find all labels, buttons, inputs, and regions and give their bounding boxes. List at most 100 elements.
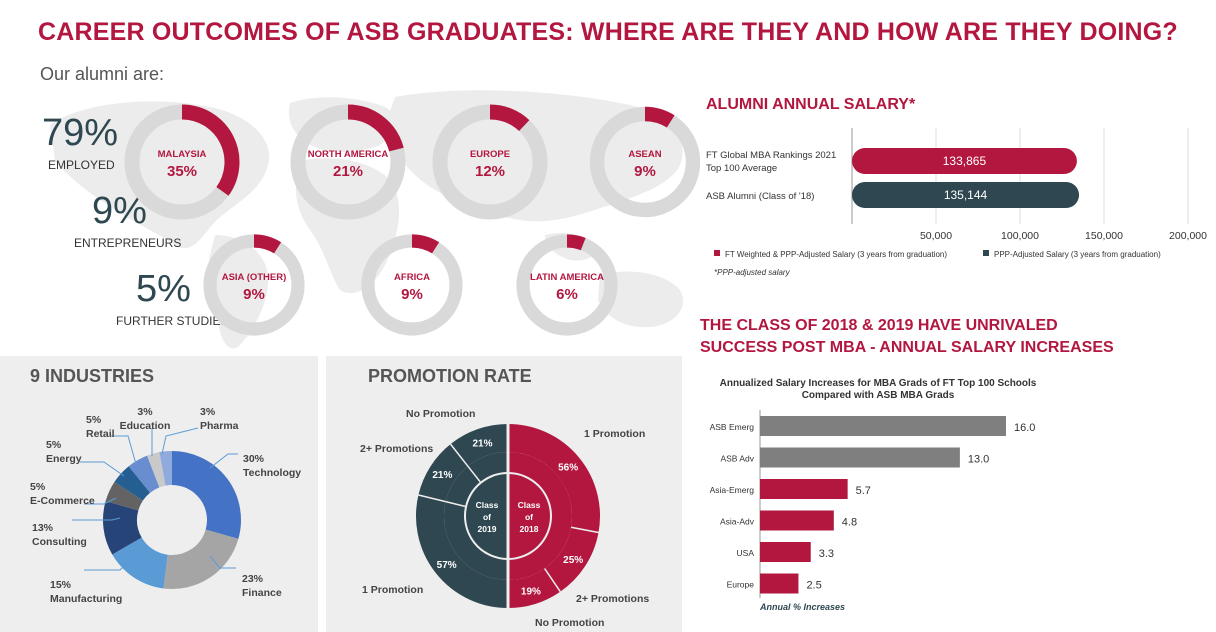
increases-bar (760, 416, 1006, 436)
region-name: NORTH AMERICA (308, 149, 389, 160)
salary-bar (852, 148, 1077, 174)
industry-name-label: Energy (46, 453, 82, 465)
promotion-inner-class-2018 (507, 452, 572, 580)
industry-slice-manufacturing (112, 536, 169, 589)
region-name: ASEAN (628, 149, 661, 160)
increases-category-label: ASB Emerg (710, 422, 755, 432)
salary-category-label: ASB Alumni (Class of '18) (706, 191, 814, 202)
increases-xlabel: Annual % Increases (759, 602, 845, 612)
promotion-center-label-2019: Class (476, 500, 499, 510)
region-ring-track (203, 234, 305, 336)
salary-tick-label: 100,000 (1001, 230, 1039, 242)
increases-bar (760, 447, 960, 468)
promotion-pct-label: 19% (521, 587, 541, 598)
increases-value-label: 3.3 (819, 548, 834, 560)
increases-chart-title: Compared with ASB MBA Grads (802, 390, 955, 401)
promotion-pct-label: 25% (563, 555, 583, 566)
region-pct: 9% (401, 286, 423, 303)
region-pct: 35% (167, 163, 197, 180)
promotion-title: PROMOTION RATE (368, 366, 532, 386)
promotion-category-label: 1 Promotion (362, 584, 423, 596)
increases-value-label: 5.7 (856, 485, 871, 497)
promotion-pct-label: 21% (432, 470, 452, 481)
promotion-outer-class-2019-1-promotion (416, 494, 509, 608)
region-pct: 6% (556, 286, 578, 303)
promotion-chart: 56% 25% 19% 57% 21% 21% Class of 2018 Class of 2019… (360, 408, 649, 629)
industry-leader-line (209, 555, 236, 569)
region-ring-value (253, 234, 282, 254)
increases-value-label: 13.0 (968, 454, 989, 466)
promotion-category-label: 2+ Promotions (576, 593, 649, 605)
region-asia-other: ASIA (OTHER) 9% (203, 234, 305, 336)
salary-tick-label: 50,000 (920, 230, 952, 242)
increases-category-label: Asia-Adv (720, 517, 755, 527)
promotion-slice-separator (570, 526, 599, 535)
entrepreneurs-label: ENTREPRENEURS (74, 236, 182, 250)
industries-title: 9 INDUSTRIES (30, 366, 155, 386)
region-donuts: MALAYSIA 35% NORTH AMERICA 21% EUROPE 12% ASEA… (124, 104, 700, 336)
industry-pct-label: 23% (242, 573, 264, 585)
promotion-outer-class-2019-no-promotion (451, 424, 509, 467)
salary-bar-label: 135,144 (944, 188, 988, 202)
region-ring-value (489, 104, 530, 132)
increases-title-line1: THE CLASS OF 2018 & 2019 HAVE UNRIVALED (700, 317, 1058, 334)
promotion-center-label-2018: of (525, 512, 533, 522)
increases-bar (760, 479, 848, 499)
alumni-intro: Our alumni are: (40, 64, 165, 84)
industry-name-label: Retail (86, 428, 115, 440)
salary-bar (852, 182, 1080, 208)
promotion-slice-class-2019-no-promotion (468, 452, 509, 482)
employed-value: 79% (42, 112, 119, 154)
further-studies-label: FURTHER STUDIES (116, 314, 229, 328)
employed-label: EMPLOYED (48, 158, 115, 172)
region-malaysia: MALAYSIA 35% (124, 104, 240, 220)
industry-pct-label: 5% (30, 481, 46, 493)
increases-category-label: USA (737, 548, 755, 558)
promotion-center-label-2019: 2019 (478, 524, 497, 534)
industry-name-label: Consulting (32, 536, 87, 548)
region-ring-value (181, 104, 240, 196)
increases-value-label: 16.0 (1014, 422, 1035, 434)
region-pct: 12% (475, 163, 505, 180)
region-ring-value (566, 234, 586, 251)
promotion-outer-class-2019-2-promotions (418, 443, 469, 502)
industry-slice-technology (171, 451, 241, 539)
increases-category-label: Europe (727, 580, 755, 590)
industry-leader-line (72, 517, 121, 521)
industry-slice-energy (114, 466, 151, 502)
increases-bar (760, 510, 834, 531)
region-ring-track (589, 106, 700, 218)
promotion-category-label: No Promotion (406, 408, 475, 420)
salary-category-label: FT Global MBA Rankings 2021 (706, 150, 836, 161)
industry-slice-pharma (159, 451, 173, 486)
industries-chart: 30% Technology 23% Finance 15% Manufacturing 1… (30, 406, 301, 605)
industry-pct-label: 5% (46, 439, 62, 451)
salary-title: ALUMNI ANNUAL SALARY* (706, 96, 916, 113)
region-ring-track (432, 104, 548, 220)
region-latin-america: LATIN AMERICA 6% (516, 234, 618, 336)
industry-slice-consulting (103, 501, 143, 555)
increases-bar (760, 573, 799, 594)
industry-name-label: Manufacturing (50, 593, 122, 605)
salary-tick-label: 200,000 (1169, 230, 1207, 242)
industry-pct-label: 3% (137, 406, 153, 418)
region-ring-value (411, 234, 440, 254)
industry-leader-line (80, 461, 125, 477)
promotion-center-2018 (508, 474, 550, 558)
promotion-slice-separator (449, 442, 470, 467)
industry-pct-label: 5% (86, 414, 102, 426)
industry-leader-line (110, 435, 137, 465)
promotion-category-label: No Promotion (535, 617, 604, 629)
region-ring-value (644, 106, 675, 128)
promotion-center-label-2018: Class (518, 500, 541, 510)
promotion-pct-label: 21% (472, 438, 492, 449)
promotion-center-label-2019: of (483, 512, 491, 522)
promotion-slice-class-2018-1-promotion (507, 424, 600, 534)
industry-leader-line (84, 497, 117, 505)
region-name: ASIA (OTHER) (222, 272, 287, 283)
promotion-slice-class-2018-no-promotion (507, 568, 560, 608)
page-title: CAREER OUTCOMES OF ASB GRADUATES: WHERE … (38, 18, 1178, 46)
region-africa: AFRICA 9% (361, 234, 463, 336)
industry-pct-label: 3% (200, 406, 216, 418)
promotion-slice-class-2019-2-promotions (445, 465, 482, 507)
